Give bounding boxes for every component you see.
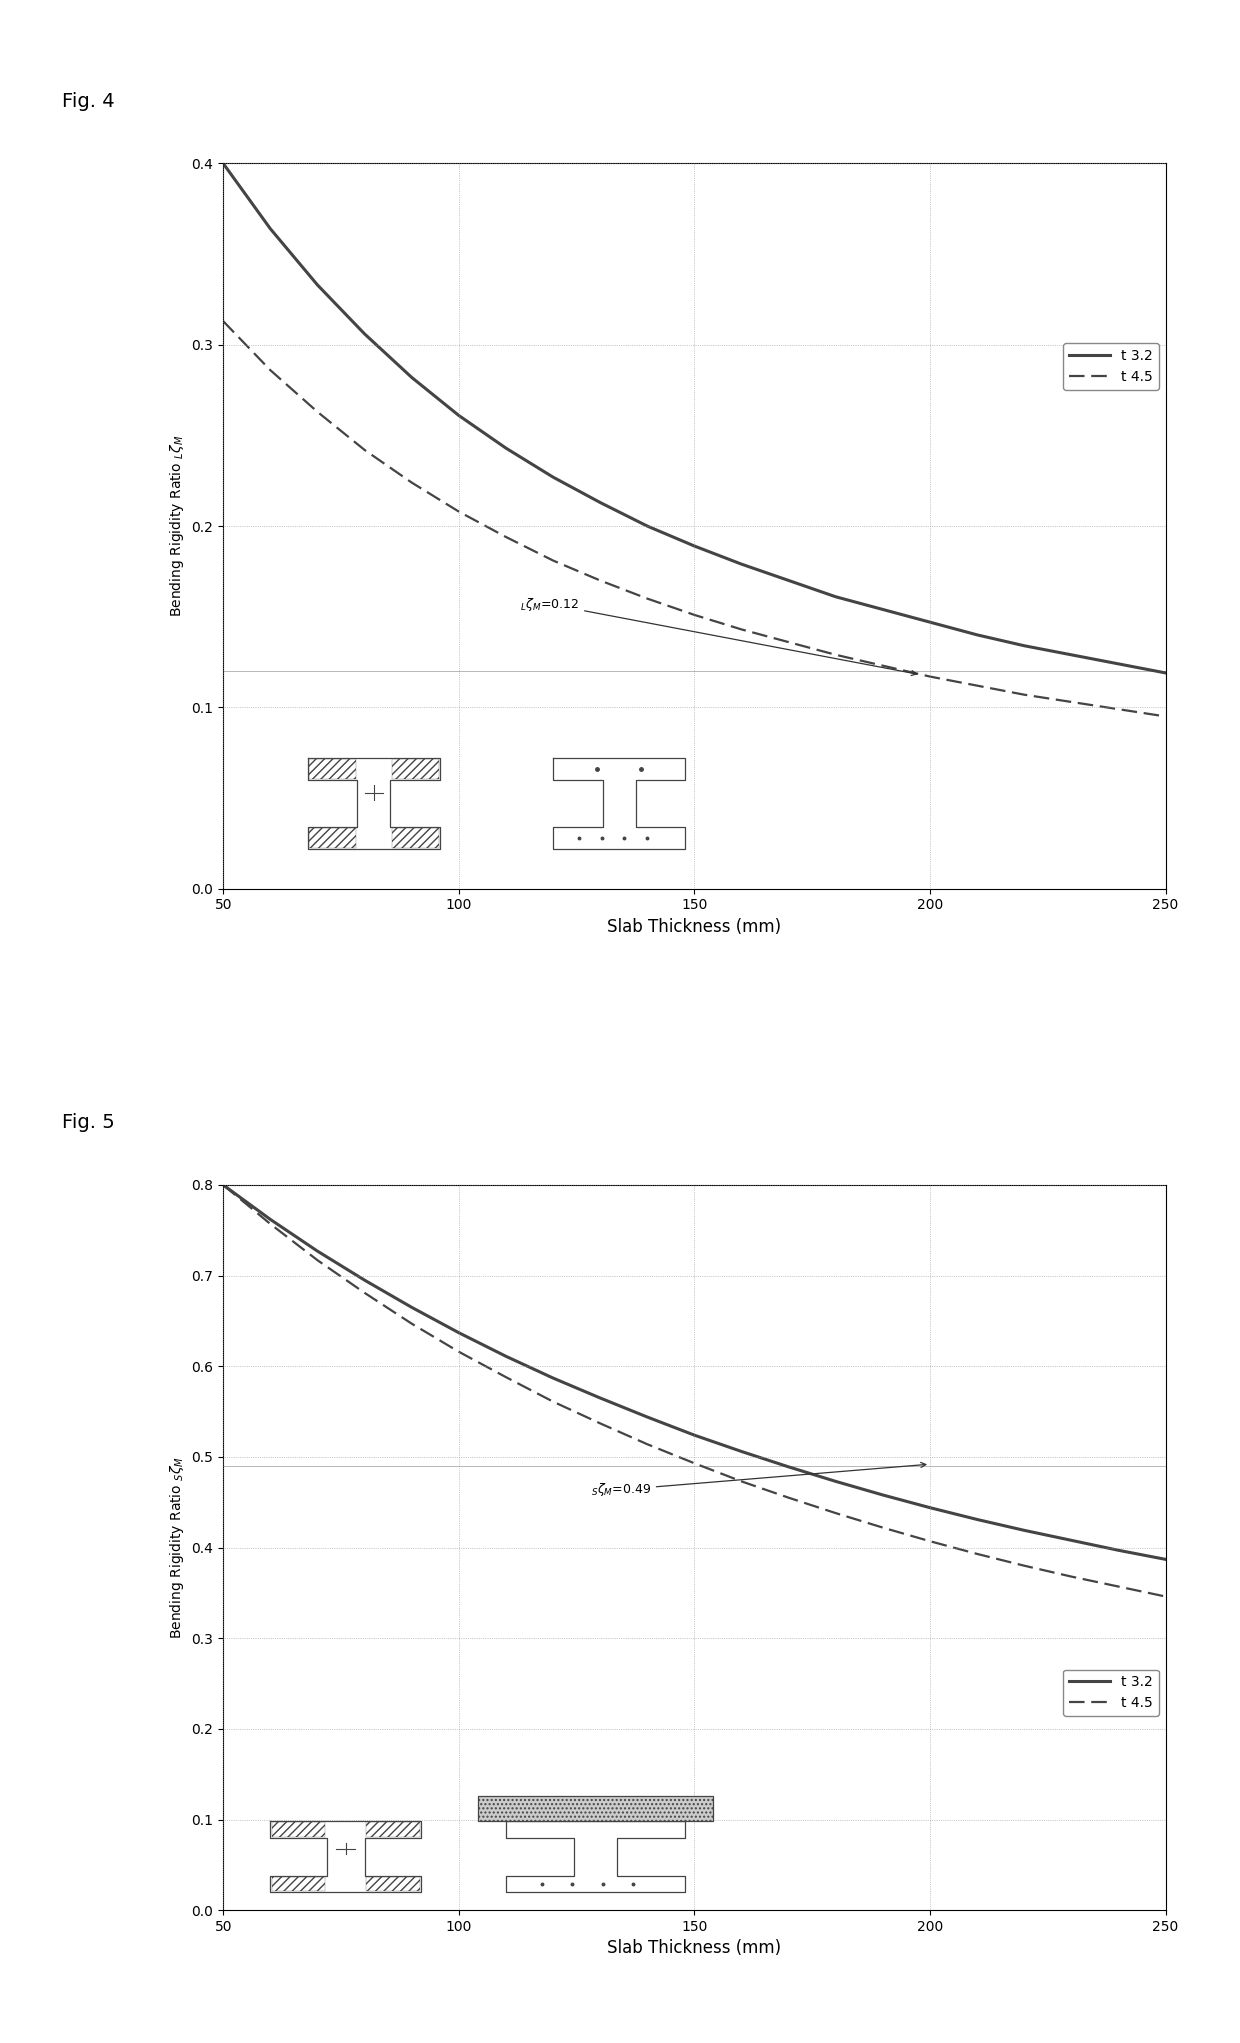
Text: $_{S}\zeta_{M}$=0.49: $_{S}\zeta_{M}$=0.49 bbox=[590, 1463, 926, 1498]
t 3.2 bbox=[451, 1320, 466, 1344]
t 4.5 bbox=[1017, 682, 1032, 707]
t 4.5 bbox=[593, 568, 608, 592]
Legend: t 3.2, t 4.5: t 3.2, t 4.5 bbox=[1063, 343, 1158, 390]
t 4.5 bbox=[734, 1469, 749, 1493]
t 4.5 bbox=[1017, 1553, 1032, 1577]
t 3.2 bbox=[923, 611, 937, 635]
t 3.2 bbox=[687, 1422, 702, 1446]
t 4.5 bbox=[263, 1211, 278, 1236]
t 4.5 bbox=[828, 1502, 843, 1526]
t 4.5 bbox=[404, 470, 419, 494]
t 4.5 bbox=[687, 1451, 702, 1475]
t 3.2 bbox=[357, 321, 372, 345]
t 4.5 bbox=[451, 498, 466, 523]
t 4.5 bbox=[923, 664, 937, 688]
t 4.5 bbox=[875, 1516, 890, 1540]
Y-axis label: Bending Rigidity Ratio $_{S}\zeta_{M}$: Bending Rigidity Ratio $_{S}\zeta_{M}$ bbox=[167, 1457, 186, 1638]
t 3.2 bbox=[357, 1269, 372, 1293]
t 4.5 bbox=[263, 358, 278, 382]
t 3.2 bbox=[1158, 1547, 1173, 1571]
X-axis label: Slab Thickness (mm): Slab Thickness (mm) bbox=[608, 917, 781, 936]
t 3.2 bbox=[687, 533, 702, 558]
t 3.2 bbox=[404, 366, 419, 390]
t 3.2 bbox=[875, 597, 890, 621]
t 3.2 bbox=[828, 584, 843, 609]
t 4.5 bbox=[498, 1365, 513, 1389]
t 3.2 bbox=[263, 1207, 278, 1232]
t 3.2 bbox=[404, 1295, 419, 1320]
t 4.5 bbox=[1158, 1583, 1173, 1608]
t 4.5 bbox=[310, 400, 325, 425]
t 3.2 bbox=[546, 1367, 560, 1391]
t 4.5 bbox=[970, 1542, 985, 1567]
t 4.5 bbox=[687, 603, 702, 627]
t 4.5 bbox=[593, 1412, 608, 1436]
t 4.5 bbox=[357, 1281, 372, 1305]
t 3.2 bbox=[970, 623, 985, 648]
t 3.2 bbox=[310, 272, 325, 296]
t 3.2 bbox=[734, 1438, 749, 1463]
t 4.5 bbox=[546, 548, 560, 572]
t 3.2 bbox=[593, 1385, 608, 1410]
Text: $_{L}\zeta_{M}$=0.12: $_{L}\zeta_{M}$=0.12 bbox=[520, 597, 916, 676]
t 4.5 bbox=[1158, 705, 1173, 729]
Text: Fig. 5: Fig. 5 bbox=[62, 1113, 115, 1132]
t 3.2 bbox=[640, 513, 655, 537]
t 4.5 bbox=[310, 1248, 325, 1273]
t 3.2 bbox=[263, 217, 278, 241]
Legend: t 3.2, t 4.5: t 3.2, t 4.5 bbox=[1063, 1669, 1158, 1716]
t 3.2 bbox=[310, 1238, 325, 1263]
t 4.5 bbox=[216, 308, 231, 333]
Line: t 4.5: t 4.5 bbox=[223, 1185, 1166, 1596]
t 4.5 bbox=[451, 1340, 466, 1365]
t 3.2 bbox=[828, 1469, 843, 1493]
t 3.2 bbox=[734, 552, 749, 576]
t 4.5 bbox=[828, 644, 843, 668]
t 3.2 bbox=[451, 402, 466, 427]
t 4.5 bbox=[546, 1389, 560, 1414]
Polygon shape bbox=[477, 1796, 713, 1822]
t 3.2 bbox=[970, 1508, 985, 1532]
t 3.2 bbox=[781, 568, 796, 592]
t 4.5 bbox=[640, 1432, 655, 1457]
t 3.2 bbox=[923, 1495, 937, 1520]
Line: t 3.2: t 3.2 bbox=[223, 163, 1166, 672]
Line: t 4.5: t 4.5 bbox=[223, 321, 1166, 717]
t 4.5 bbox=[404, 1312, 419, 1336]
t 3.2 bbox=[1111, 652, 1126, 676]
t 4.5 bbox=[1064, 691, 1079, 715]
t 3.2 bbox=[498, 1344, 513, 1369]
t 4.5 bbox=[734, 617, 749, 642]
Line: t 3.2: t 3.2 bbox=[223, 1185, 1166, 1559]
t 4.5 bbox=[640, 586, 655, 611]
t 4.5 bbox=[1111, 1575, 1126, 1600]
t 4.5 bbox=[970, 674, 985, 699]
t 4.5 bbox=[923, 1528, 937, 1553]
t 4.5 bbox=[357, 437, 372, 462]
t 4.5 bbox=[875, 654, 890, 678]
t 3.2 bbox=[1064, 1528, 1079, 1553]
t 3.2 bbox=[781, 1455, 796, 1479]
t 3.2 bbox=[1111, 1538, 1126, 1563]
t 4.5 bbox=[216, 1173, 231, 1197]
t 3.2 bbox=[216, 1173, 231, 1197]
t 3.2 bbox=[498, 435, 513, 460]
t 3.2 bbox=[1064, 644, 1079, 668]
t 3.2 bbox=[546, 466, 560, 490]
t 3.2 bbox=[593, 490, 608, 515]
t 4.5 bbox=[498, 525, 513, 550]
t 4.5 bbox=[781, 1485, 796, 1510]
t 4.5 bbox=[1064, 1565, 1079, 1589]
t 4.5 bbox=[1111, 697, 1126, 721]
Text: Fig. 4: Fig. 4 bbox=[62, 92, 114, 110]
t 3.2 bbox=[1158, 660, 1173, 684]
t 4.5 bbox=[781, 629, 796, 654]
t 3.2 bbox=[1017, 633, 1032, 658]
t 3.2 bbox=[216, 151, 231, 176]
t 3.2 bbox=[1017, 1518, 1032, 1542]
t 3.2 bbox=[640, 1406, 655, 1430]
Y-axis label: Bending Rigidity Ratio $_{L}\zeta_{M}$: Bending Rigidity Ratio $_{L}\zeta_{M}$ bbox=[167, 435, 186, 617]
t 3.2 bbox=[875, 1483, 890, 1508]
X-axis label: Slab Thickness (mm): Slab Thickness (mm) bbox=[608, 1939, 781, 1957]
